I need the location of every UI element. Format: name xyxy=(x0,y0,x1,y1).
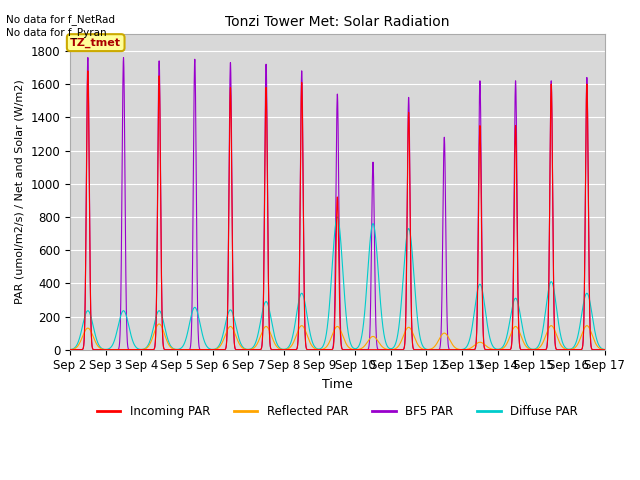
X-axis label: Time: Time xyxy=(322,378,353,391)
Text: TZ_tmet: TZ_tmet xyxy=(70,37,121,48)
Legend: Incoming PAR, Reflected PAR, BF5 PAR, Diffuse PAR: Incoming PAR, Reflected PAR, BF5 PAR, Di… xyxy=(92,400,582,423)
Y-axis label: PAR (umol/m2/s) / Net and Solar (W/m2): PAR (umol/m2/s) / Net and Solar (W/m2) xyxy=(15,80,25,304)
Title: Tonzi Tower Met: Solar Radiation: Tonzi Tower Met: Solar Radiation xyxy=(225,15,449,29)
Text: No data for f_NetRad
No data for f_Pyran: No data for f_NetRad No data for f_Pyran xyxy=(6,14,115,38)
